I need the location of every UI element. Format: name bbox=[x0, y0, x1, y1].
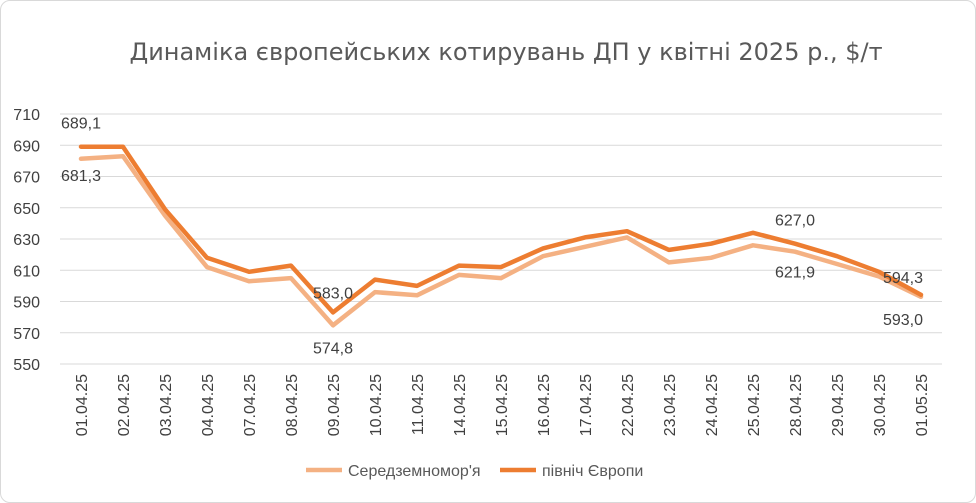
data-labels: 681,3 574,8 621,9 593,0 689,1 583,0 627,0 594,3 bbox=[61, 116, 923, 358]
x-tick-label: 04.04.25 bbox=[200, 374, 217, 436]
legend-label: Середземномор'я bbox=[348, 463, 481, 480]
x-tick-label: 17.04.25 bbox=[578, 374, 595, 436]
x-tick-label: 25.04.25 bbox=[746, 374, 763, 436]
x-axis: 01.04.25 02.04.25 03.04.25 04.04.25 07.04.25… bbox=[60, 363, 942, 436]
x-tick-label: 22.04.25 bbox=[620, 374, 637, 436]
data-label: 681,3 bbox=[61, 168, 101, 185]
x-tick-label: 08.04.25 bbox=[284, 374, 301, 436]
y-tick-label: 550 bbox=[13, 357, 40, 374]
series-line-1 bbox=[78, 153, 924, 328]
series-lines bbox=[78, 144, 924, 328]
y-tick-label: 710 bbox=[13, 107, 40, 124]
x-tick-label: 07.04.25 bbox=[242, 374, 259, 436]
x-tick-label: 30.04.25 bbox=[872, 374, 889, 436]
y-tick-label: 590 bbox=[13, 295, 40, 312]
data-label: 689,1 bbox=[61, 116, 101, 133]
legend-label: північ Європи bbox=[542, 463, 643, 480]
y-tick-label: 670 bbox=[13, 170, 40, 187]
y-tick-label: 570 bbox=[13, 326, 40, 343]
y-tick-label: 610 bbox=[13, 263, 40, 280]
x-tick-label: 24.04.25 bbox=[704, 374, 721, 436]
x-tick-label: 14.04.25 bbox=[452, 374, 469, 436]
x-tick-label: 16.04.25 bbox=[536, 374, 553, 436]
y-axis: 550 570 590 610 630 650 670 690 710 bbox=[13, 107, 40, 374]
x-tick-label: 02.04.25 bbox=[116, 374, 133, 436]
x-tick-label: 01.04.25 bbox=[74, 374, 91, 436]
x-tick-label: 03.04.25 bbox=[158, 374, 175, 436]
legend: Середземномор'я північ Європи bbox=[306, 463, 643, 480]
chart-title: Динаміка європейських котирувань ДП у кв… bbox=[129, 38, 882, 66]
gridlines bbox=[60, 113, 942, 334]
data-label: 593,0 bbox=[883, 312, 923, 329]
x-tick-label: 10.04.25 bbox=[368, 374, 385, 436]
x-tick-label: 15.04.25 bbox=[494, 374, 511, 436]
data-label: 621,9 bbox=[775, 265, 815, 282]
x-tick-label: 01.05.25 bbox=[914, 374, 931, 436]
data-label: 583,0 bbox=[313, 285, 353, 302]
x-tick-label: 11.04.25 bbox=[410, 374, 427, 435]
data-label: 574,8 bbox=[313, 340, 353, 357]
x-tick-label: 29.04.25 bbox=[830, 374, 847, 436]
data-label: 627,0 bbox=[775, 213, 815, 230]
x-tick-label: 23.04.25 bbox=[662, 374, 679, 436]
y-tick-label: 650 bbox=[13, 201, 40, 218]
x-tick-label: 09.04.25 bbox=[326, 374, 343, 436]
y-tick-label: 630 bbox=[13, 232, 40, 249]
series-line-2 bbox=[78, 144, 924, 315]
data-label: 594,3 bbox=[883, 270, 923, 287]
x-tick-label: 28.04.25 bbox=[788, 374, 805, 436]
y-tick-label: 690 bbox=[13, 138, 40, 155]
